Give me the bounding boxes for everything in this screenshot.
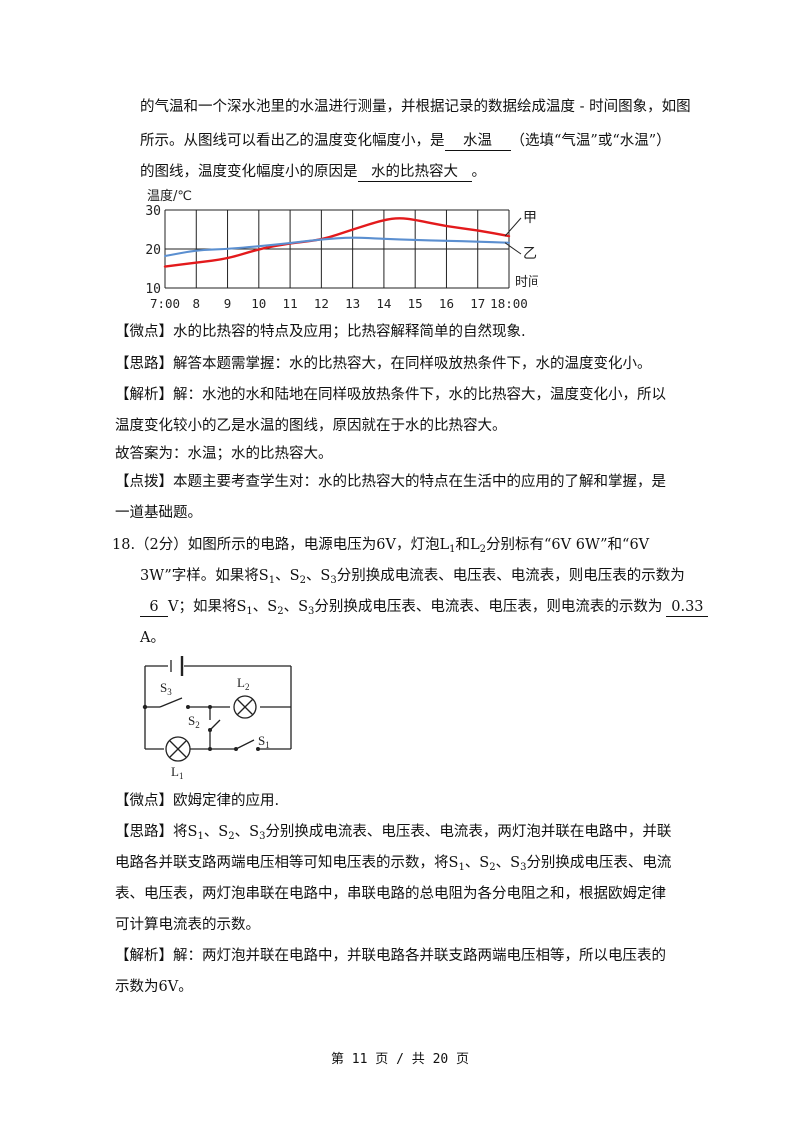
p17-line-2: 所示。从图线可以看出乙的温度变化幅度小，是 水温 （选填“气温”或“水温”） (140, 131, 671, 151)
p18-l1a: 18.（2分）如图所示的电路，电源电压为6V，灯泡L (112, 537, 450, 553)
p18-silu-4: 可计算电流表的示数。 (115, 917, 260, 933)
x-tick-label: 12 (314, 296, 329, 311)
y-tick-label: 30 (145, 204, 161, 219)
p18-jiexi-1: 【解析】解：两灯泡并联在电路中，并联电路各并联支路两端电压相等，所以电压表的 (115, 948, 666, 964)
answer-blank-current: 0.33 (666, 598, 709, 617)
p18-l2d: 分别换成电流表、电压表、电流表，则电压表的示数为 (336, 568, 685, 584)
x-tick-label: 7:00 (150, 296, 180, 311)
p18-l3a: V；如果将S (168, 599, 247, 615)
p18-l3-s2: 2 (277, 606, 284, 617)
page-footer: 第 11 页 / 共 20 页 (330, 1052, 470, 1067)
circuit-diagram: S3 L2 S2 S1 L1 (142, 656, 292, 780)
p18-line-1: 18.（2分）如图所示的电路，电源电压为6V，灯泡L1和L2分别标有“6V 6W… (112, 535, 649, 555)
x-tick-label: 15 (408, 296, 423, 311)
legend-label-jia: 甲 (523, 210, 537, 226)
p18-silu2a: 电路各并联支路两端电压相等可知电压表的示数，将S (115, 855, 459, 871)
p17-line-3: 的图线，温度变化幅度小的原因是 水的比热容大。 (140, 162, 486, 182)
p18-silu-2: 电路各并联支路两端电压相等可知电压表的示数，将S1、S2、S3分别换成电压表、电… (115, 853, 671, 873)
label-l1: L1 (171, 764, 183, 780)
answer-blank-voltage: 6 (140, 598, 168, 617)
p18-l2-s2: 2 (299, 575, 306, 586)
p18-line-3: 6 V；如果将S1、S2、S3分别换成电压表、电流表、电压表，则电流表的示数为 0.… (140, 597, 709, 617)
p18-silu1d: 分别换成电流表、电压表、电流表，两灯泡并联在电路中，并联 (265, 824, 672, 840)
switch-s2-blade (209, 719, 221, 731)
series-line-jia (163, 217, 511, 268)
p17-jiexi-1: 【解析】解：水池的水和陆地在同样吸放热条件下，水的比热容大，温度变化小，所以 (115, 387, 666, 403)
p18-l1b: 和L (455, 537, 480, 553)
x-tick-label: 18:00 (490, 296, 528, 311)
p18-silu-1: 【思路】将S1、S2、S3分别换成电流表、电压表、电流表，两灯泡并联在电路中，并… (115, 822, 671, 842)
p18-silu2-s2: 2 (489, 862, 496, 873)
x-tick-label: 14 (376, 296, 391, 311)
p18-silu2b: 、S (464, 855, 490, 871)
p17-line-1: 的气温和一个深水池里的水温进行测量，并根据记录的数据绘成温度 - 时间图象，如图 (140, 99, 691, 115)
p18-jiexi-2: 示数为6V。 (115, 979, 193, 995)
p18-l2b: 、S (275, 568, 300, 584)
p17-answer: 故答案为：水温；水的比热容大。 (115, 446, 333, 462)
p17-jiexi-2: 温度变化较小的乙是水温的图线，原因就在于水的比热容大。 (115, 418, 507, 434)
x-axis-label: 时间 (515, 275, 538, 290)
p17-line-2-tail: （选填“气温”或“水温”） (510, 133, 671, 149)
p17-line-2-text: 所示。从图线可以看出乙的温度变化幅度小，是 (140, 133, 445, 149)
switch-s3-blade (159, 697, 183, 708)
p18-l3c: 、S (283, 599, 309, 615)
p18-silu2c: 、S (495, 855, 521, 871)
series-leader-line (504, 217, 522, 237)
p18-l2-s1: 1 (268, 575, 276, 586)
p17-dianbo-1: 【点拨】本题主要考查学生对：水的比热容大的特点在生活中的应用的了解和掌握，是 (115, 474, 666, 490)
p18-weidian: 【微点】欧姆定律的应用. (115, 793, 280, 809)
p18-l2-s3: 3 (330, 575, 337, 586)
x-tick-label: 10 (251, 296, 266, 311)
p17-silu: 【思路】解答本题需掌握：水的比热容大，在同样吸放热条件下，水的温度变化小。 (115, 356, 652, 372)
legend-label-yi: 乙 (523, 246, 537, 262)
p18-line-4: A。 (140, 630, 165, 646)
p18-silu1-s1: 1 (197, 831, 204, 842)
p17-weidian: 【微点】水的比热容的特点及应用；比热容解释简单的自然现象. (115, 324, 526, 340)
label-s2: S2 (188, 713, 200, 730)
label-s1: S1 (258, 733, 270, 750)
lamp-l2-icon (233, 695, 257, 719)
p18-silu2-s1: 1 (458, 862, 465, 873)
answer-blank-heat-capacity: 水的比热容大 (357, 163, 472, 182)
p18-l1-sub2: 2 (479, 544, 486, 555)
p17-dianbo-2: 一道基础题。 (115, 505, 202, 521)
p18-l3-s3: 3 (308, 606, 315, 617)
p18-silu1a: 【思路】将S (115, 824, 198, 840)
x-tick-label: 8 (193, 296, 201, 311)
y-tick-label: 20 (145, 243, 161, 258)
x-tick-label: 13 (345, 296, 360, 311)
x-tick-label: 16 (439, 296, 454, 311)
p18-silu2-s3: 3 (520, 862, 527, 873)
y-tick-label: 10 (145, 282, 161, 297)
p18-silu-3: 表、电压表，两灯泡串联在电路中，串联电路的总电阻为各分电阻之和，根据欧姆定律 (115, 886, 666, 902)
p18-l1c: 分别标有“6V 6W”和“6V (486, 537, 650, 553)
x-tick-label: 17 (470, 296, 485, 311)
series-line-yi (163, 236, 511, 258)
x-tick-label: 9 (224, 296, 232, 311)
p18-l3d: 分别换成电压表、电流表、电压表，则电流表的示数为 (314, 599, 663, 615)
p18-l2c: 、S (305, 568, 331, 584)
p18-line-2: 3W”字样。如果将S1、S2、S3分别换成电流表、电压表、电流表，则电压表的示数… (140, 566, 685, 586)
answer-blank-water-temp: 水温 (444, 132, 511, 151)
p17-line-3-text: 的图线，温度变化幅度小的原因是 (140, 164, 358, 180)
p18-l3-s1: 1 (246, 606, 253, 617)
p18-l2a: 3W”字样。如果将S (140, 568, 269, 584)
p18-silu1-s3: 3 (259, 831, 266, 842)
p17-line-3-tail: 。 (471, 164, 487, 180)
x-tick-label: 11 (283, 296, 298, 311)
p18-silu1c: 、S (234, 824, 260, 840)
p18-l1-sub1: 1 (449, 544, 456, 555)
p18-silu1-s2: 2 (228, 831, 235, 842)
y-axis-label: 温度/℃ (147, 188, 192, 204)
label-l2: L2 (237, 675, 249, 692)
switch-s1-blade (235, 739, 255, 750)
p18-l3b: 、S (252, 599, 278, 615)
p18-silu2d: 分别换成电压表、电流 (526, 855, 672, 871)
series-leader-line (504, 242, 522, 255)
p18-silu1b: 、S (203, 824, 229, 840)
label-s3: S3 (160, 680, 172, 697)
